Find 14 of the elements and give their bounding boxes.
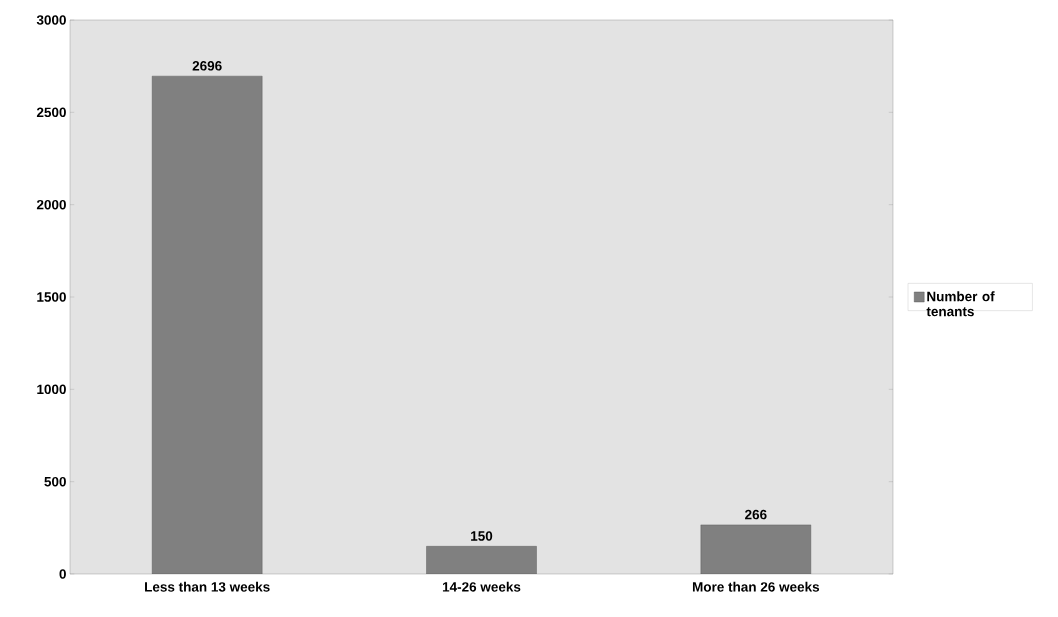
y-tick-label: 1000 (37, 384, 66, 395)
data-label: 150 (471, 531, 493, 541)
x-tick-label: More than 26 weeks (692, 581, 820, 592)
y-tick-label: 2500 (36, 107, 66, 118)
x-tick-label: 14-26 weeks (442, 581, 521, 592)
data-label: 266 (745, 509, 767, 520)
y-tick-label: 1500 (37, 292, 66, 302)
y-tick-label: 2000 (36, 199, 66, 210)
legend-label: Number of tenants (926, 291, 995, 317)
y-tick-label: 500 (44, 476, 66, 487)
y-tick-label: 3000 (36, 15, 66, 25)
y-tick-label: 0 (59, 569, 66, 579)
data-label: 2696 (192, 61, 222, 71)
x-tick-label: Less than 13 weeks (145, 581, 270, 592)
